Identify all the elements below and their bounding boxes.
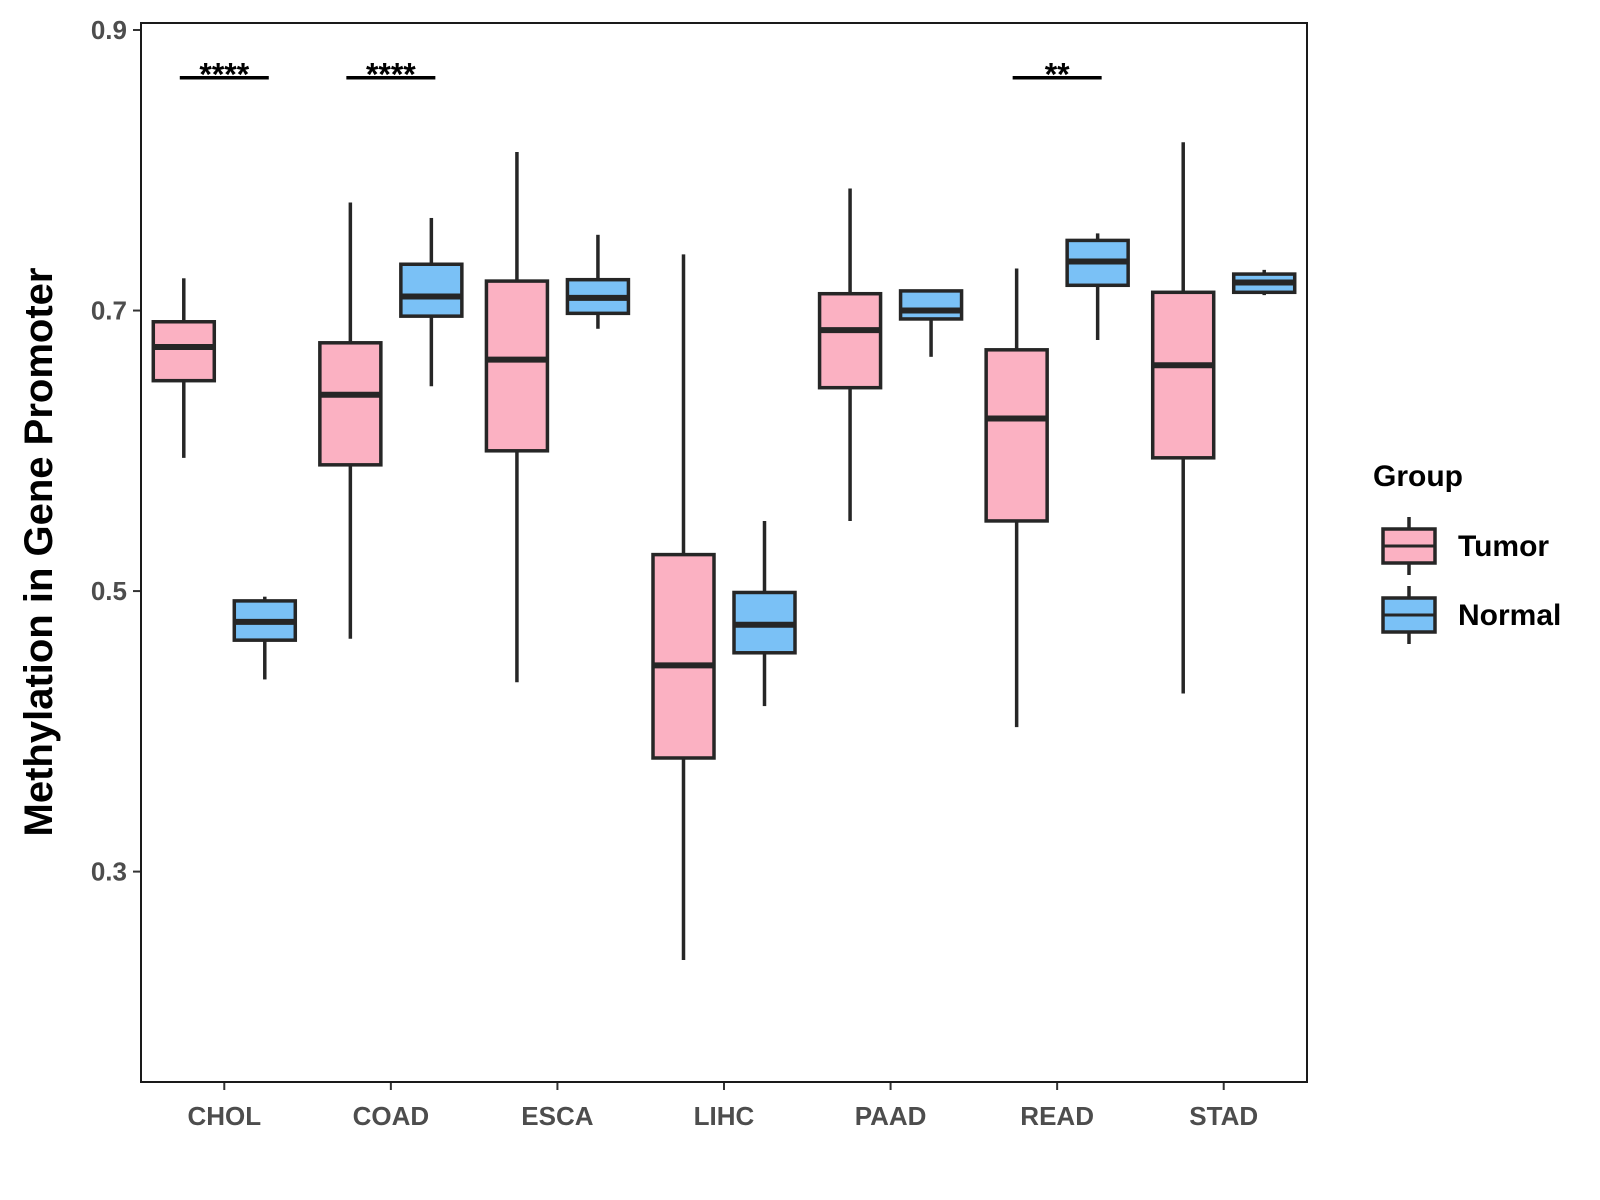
x-tick-label-stad: STAD [1189, 1101, 1258, 1131]
y-tick-label: 0.5 [91, 576, 127, 606]
box-normal-read [1065, 233, 1130, 340]
y-tick-label: 0.3 [91, 857, 127, 887]
x-tick-label-coad: COAD [353, 1101, 430, 1131]
box-tumor-paad [817, 188, 883, 521]
x-tick-label-read: READ [1020, 1101, 1094, 1131]
x-tick-label-paad: PAAD [855, 1101, 927, 1131]
box-body [318, 341, 383, 467]
box-normal-lihc [732, 520, 797, 707]
box-tumor-coad [318, 202, 383, 639]
box-body [817, 291, 883, 390]
legend-title: Group [1373, 460, 1463, 493]
legend-label: Tumor [1458, 530, 1549, 563]
legend-item-normal: Normal [1381, 586, 1561, 644]
box-tumor-stad [1150, 142, 1216, 694]
y-tick-label: 0.9 [91, 15, 127, 45]
significance-label: **** [366, 57, 416, 93]
box-tumor-read [984, 268, 1049, 728]
box-series [151, 142, 1297, 960]
box-normal-stad [1231, 269, 1297, 296]
box-body [651, 552, 716, 760]
legend: Group Tumor Normal [1373, 460, 1561, 644]
significance-label: ** [1045, 57, 1070, 93]
box-normal-esca [565, 234, 631, 329]
box-tumor-esca [484, 152, 550, 683]
box-body [399, 262, 464, 318]
box-body [898, 289, 964, 321]
y-tick-label: 0.7 [91, 296, 127, 326]
box-body [484, 279, 550, 453]
box-normal-coad [399, 217, 464, 387]
significance-annotations: **** **** ** [179, 57, 1102, 93]
significance-label: **** [199, 57, 249, 93]
x-tick-label-lihc: LIHC [694, 1101, 755, 1131]
x-axis: CHOL COAD ESCA LIHC PAAD READ STAD [187, 1082, 1258, 1131]
y-axis-title: Methylation in Gene Promoter [17, 268, 61, 837]
box-body [984, 348, 1049, 523]
y-axis: 0.3 0.5 0.7 0.9 [91, 15, 141, 887]
legend-label: Normal [1458, 599, 1561, 632]
plot-panel-border [140, 22, 1308, 1083]
box-normal-chol [232, 596, 298, 680]
box-tumor-chol [151, 278, 217, 458]
legend-item-tumor: Tumor [1381, 517, 1549, 575]
x-tick-label-chol: CHOL [187, 1101, 261, 1131]
x-tick-label-esca: ESCA [521, 1101, 593, 1131]
box-tumor-lihc [651, 254, 716, 960]
box-body [151, 320, 217, 383]
box-body [1150, 290, 1216, 460]
box-normal-paad [898, 289, 964, 357]
